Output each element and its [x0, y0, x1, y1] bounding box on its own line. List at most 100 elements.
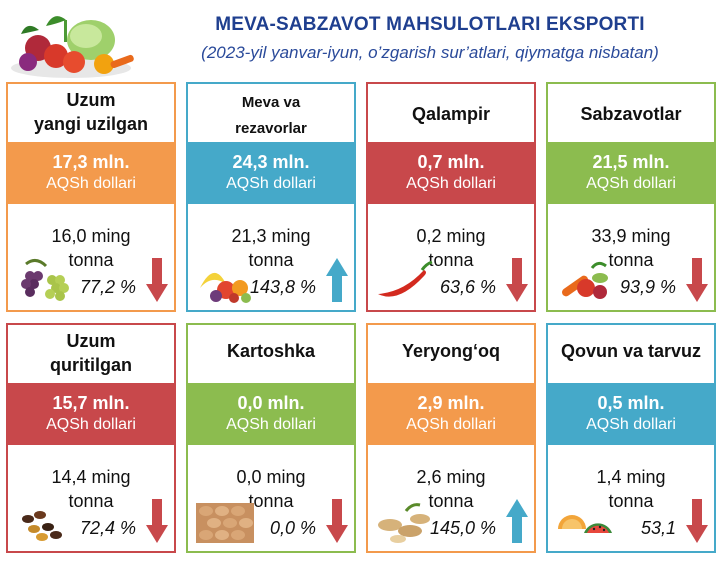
- arrow-down-icon: [146, 258, 168, 302]
- card-title: Uzum quritilgan: [8, 329, 174, 377]
- export-value: 15,7 mln.: [52, 393, 130, 413]
- vegetables-icon: [561, 261, 608, 299]
- tonnage-unit: tonna: [248, 491, 294, 511]
- export-value: 17,3 mln.: [52, 152, 130, 172]
- tonnage-unit: tonna: [428, 491, 474, 511]
- export-value: 2,9 mln.: [417, 393, 485, 413]
- value-band: 0,5 mln. AQSh dollari: [546, 383, 716, 445]
- arrow-down-icon: [686, 258, 708, 302]
- export-unit: AQSh dollari: [586, 416, 676, 433]
- card-title-line1: Uzum: [66, 331, 116, 351]
- card-sabzavotlar: Sabzavotlar 21,5 mln. AQSh dollari 33,9 …: [546, 82, 716, 312]
- tonnage: 33,9 ming tonna: [548, 224, 714, 272]
- export-value: 24,3 mln.: [232, 152, 310, 172]
- card-title: Sabzavotlar: [548, 102, 714, 126]
- value-band: 17,3 mln. AQSh dollari: [6, 142, 176, 204]
- card-title-line1: Qalampir: [411, 104, 491, 124]
- value-band: 24,3 mln. AQSh dollari: [186, 142, 356, 204]
- tonnage: 14,4 ming tonna: [8, 465, 174, 513]
- card-qovun-tarvuz: Qovun va tarvuz 0,5 mln. AQSh dollari 1,…: [546, 323, 716, 553]
- card-title-line1: Qovun va tarvuz: [560, 341, 702, 361]
- export-unit: AQSh dollari: [406, 416, 496, 433]
- tonnage-unit: tonna: [68, 491, 114, 511]
- arrow-down-icon: [506, 258, 528, 302]
- export-unit: AQSh dollari: [226, 416, 316, 433]
- card-title-line1: Kartoshka: [226, 341, 316, 361]
- export-value: 0,5 mln.: [597, 393, 665, 413]
- card-title-line1: Uzum: [66, 90, 116, 110]
- potato-icon: [196, 503, 254, 543]
- card-kartoshka: Kartoshka 0,0 mln. AQSh dollari 0,0 ming…: [186, 323, 356, 553]
- card-yeryongoq: Yeryong‘oq 2,9 mln. AQSh dollari 2,6 min…: [366, 323, 536, 553]
- value-band: 2,9 mln. AQSh dollari: [366, 383, 536, 445]
- page-subtitle: (2023-yil yanvar-iyun, o’zgarish sur’atl…: [201, 43, 659, 62]
- tonnage-value: 21,3 ming: [231, 226, 311, 246]
- export-unit: AQSh dollari: [406, 175, 496, 192]
- value-band: 0,7 mln. AQSh dollari: [366, 142, 536, 204]
- tonnage: 0,0 ming tonna: [188, 465, 354, 513]
- value-band: 21,5 mln. AQSh dollari: [546, 142, 716, 204]
- card-uzum-yangi: Uzum yangi uzilgan 17,3 mln. AQSh dollar…: [6, 82, 176, 312]
- export-unit: AQSh dollari: [46, 416, 136, 433]
- tonnage-unit: tonna: [608, 250, 654, 270]
- tonnage-unit: tonna: [428, 250, 474, 270]
- export-unit: AQSh dollari: [46, 175, 136, 192]
- page-title: MEVA-SABZAVOT MAHSULOTLARI EKSPORTI: [215, 14, 645, 35]
- card-title-line1: Meva va: [241, 94, 301, 111]
- tonnage-value: 14,4 ming: [51, 467, 131, 487]
- change-percent: 63,6 %: [439, 277, 496, 297]
- arrow-up-icon: [326, 258, 348, 302]
- card-title-line2: yangi uzilgan: [33, 114, 148, 134]
- peanut-icon: [378, 503, 430, 543]
- export-unit: AQSh dollari: [586, 175, 676, 192]
- tonnage-value: 0,2 ming: [416, 226, 486, 246]
- export-value: 21,5 mln.: [592, 152, 670, 172]
- card-title: Qovun va tarvuz: [548, 339, 714, 363]
- card-title: Yeryong‘oq: [368, 339, 534, 363]
- tonnage-value: 33,9 ming: [591, 226, 671, 246]
- tonnage-unit: tonna: [68, 250, 114, 270]
- change-percent: 72,4 %: [79, 518, 136, 538]
- change-percent: 77,2 %: [79, 277, 136, 297]
- tonnage: 16,0 ming tonna: [8, 224, 174, 272]
- card-title: Kartoshka: [188, 339, 354, 363]
- change-percent: 143,8 %: [249, 277, 316, 297]
- tonnage-value: 16,0 ming: [51, 226, 131, 246]
- tonnage: 0,2 ming tonna: [368, 224, 534, 272]
- card-title: Uzum yangi uzilgan: [8, 88, 174, 136]
- grapes-icon: [21, 259, 69, 301]
- value-band: 15,7 mln. AQSh dollari: [6, 383, 176, 445]
- arrow-up-icon: [506, 499, 528, 543]
- card-title: Meva va rezavorlar: [188, 90, 354, 142]
- card-title-line1: Sabzavotlar: [580, 104, 682, 124]
- tonnage: 1,4 ming tonna: [548, 465, 714, 513]
- tonnage-unit: tonna: [248, 250, 294, 270]
- change-percent: 145,0 %: [429, 518, 496, 538]
- card-meva-rezavorlar: Meva va rezavorlar 24,3 mln. AQSh dollar…: [186, 82, 356, 312]
- card-uzum-quritilgan: Uzum quritilgan 15,7 mln. AQSh dollari 1…: [6, 323, 176, 553]
- vegetables-basket-icon: [11, 16, 134, 78]
- card-title-line2: rezavorlar: [235, 120, 307, 137]
- export-unit: AQSh dollari: [226, 175, 316, 192]
- fruits-icon: [200, 272, 251, 303]
- arrow-down-icon: [326, 499, 348, 543]
- value-band: 0,0 mln. AQSh dollari: [186, 383, 356, 445]
- tonnage: 2,6 ming tonna: [368, 465, 534, 513]
- change-percent: 93,9 %: [619, 277, 676, 297]
- tonnage: 21,3 ming tonna: [188, 224, 354, 272]
- export-value: 0,7 mln.: [417, 152, 485, 172]
- tonnage-unit: tonna: [608, 491, 654, 511]
- card-title-line2: quritilgan: [50, 355, 132, 375]
- arrow-down-icon: [146, 499, 168, 543]
- chili-pepper-icon: [378, 260, 433, 297]
- tonnage-value: 2,6 ming: [416, 467, 486, 487]
- tonnage-value: 0,0 ming: [236, 467, 306, 487]
- raisins-icon: [22, 511, 62, 541]
- tonnage-value: 1,4 ming: [596, 467, 666, 487]
- arrow-down-icon: [686, 499, 708, 543]
- change-percent: 53,1: [640, 518, 676, 538]
- card-title: Qalampir: [368, 102, 534, 126]
- card-title-line1: Yeryong‘oq: [401, 341, 500, 361]
- export-value: 0,0 mln.: [237, 393, 305, 413]
- card-qalampir: Qalampir 0,7 mln. AQSh dollari 0,2 ming …: [366, 82, 536, 312]
